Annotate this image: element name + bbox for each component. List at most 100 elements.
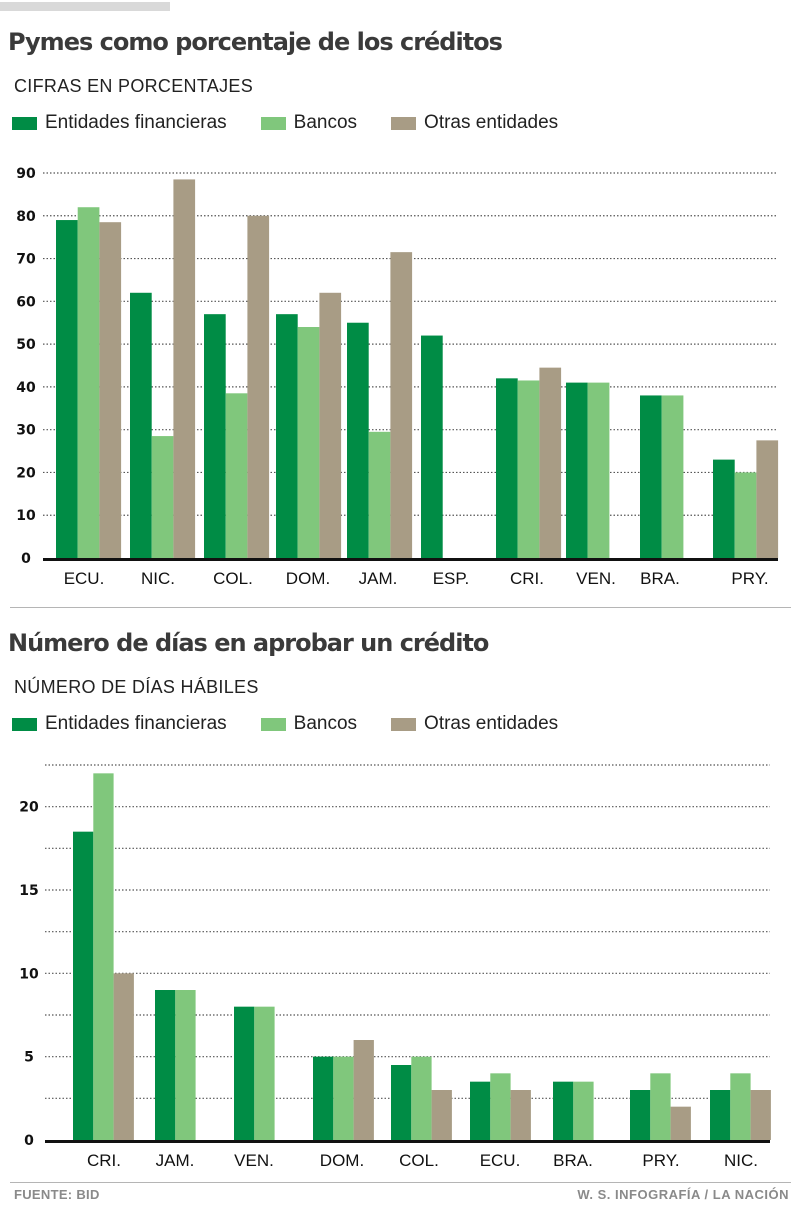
legend-item-entidades: Entidades financieras: [12, 112, 227, 134]
bar-bancos-dom: [297, 327, 320, 558]
bar-otras-cri: [539, 367, 562, 558]
bar-bancos-nic: [151, 436, 174, 558]
chart1-subtitle: CIFRAS EN PORCENTAJES: [14, 76, 253, 96]
bar-bancos-ecu: [77, 207, 100, 558]
x-tick-label: NIC.: [141, 569, 175, 588]
legend-item-entidades: Entidades financieras: [12, 713, 227, 735]
bar-bancos-jam: [175, 990, 196, 1140]
y-tick-label: 20: [19, 800, 39, 816]
bar-bancos-cri: [93, 773, 114, 1140]
chart2-subtitle: NÚMERO DE DÍAS HÁBILES: [14, 677, 259, 697]
legend-label: Bancos: [293, 112, 358, 133]
y-tick-label: 50: [16, 337, 36, 353]
x-tick-label: ECU.: [480, 1151, 521, 1170]
source-note: FUENTE: BID: [14, 1187, 100, 1202]
legend-item-otras: Otras entidades: [391, 713, 558, 735]
y-tick-label: 10: [19, 966, 39, 982]
x-tick-label: JAM.: [359, 569, 398, 588]
legend-item-bancos: Bancos: [260, 112, 358, 134]
bar-entidades-jam: [155, 990, 176, 1140]
chart2-legend: Entidades financieras Bancos Otras entid…: [12, 713, 592, 735]
legend-label: Bancos: [293, 713, 358, 734]
bar-bancos-col: [225, 393, 248, 558]
bar-entidades-ven: [566, 382, 588, 558]
legend-swatch-bancos: [260, 116, 286, 130]
bar-bancos-bra: [661, 395, 684, 558]
bar-bancos-dom: [333, 1056, 354, 1140]
legend-label: Entidades financieras: [45, 112, 227, 133]
x-tick-label: VEN.: [234, 1151, 274, 1170]
bar-otras-pry: [670, 1106, 691, 1140]
bar-bancos-pry: [650, 1073, 671, 1140]
bar-entidades-nic: [710, 1090, 731, 1140]
top-decorative-bar: [0, 2, 170, 11]
bar-otras-cri: [113, 973, 134, 1140]
chart1-legend: Entidades financieras Bancos Otras entid…: [12, 112, 592, 134]
x-tick-label: NIC.: [724, 1151, 758, 1170]
legend-label: Otras entidades: [424, 713, 559, 734]
bar-entidades-ecu: [470, 1081, 491, 1140]
section-divider: [10, 607, 791, 608]
x-tick-label: PRY.: [731, 569, 768, 588]
footer-divider: [10, 1182, 791, 1183]
bar-entidades-ven: [234, 1006, 255, 1140]
bar-entidades-jam: [347, 322, 369, 558]
y-tick-label: 10: [16, 508, 36, 524]
bar-entidades-cri: [73, 831, 94, 1140]
bar-bancos-bra: [573, 1081, 594, 1140]
legend-label: Entidades financieras: [45, 713, 227, 734]
bar-entidades-col: [204, 314, 226, 558]
x-tick-label: COL.: [399, 1151, 439, 1170]
bar-entidades-ecu: [56, 220, 78, 559]
bar-entidades-cri: [496, 378, 518, 558]
bar-entidades-nic: [130, 292, 152, 558]
bar-entidades-pry: [630, 1090, 651, 1140]
y-tick-label: 40: [16, 380, 36, 396]
bar-entidades-dom: [276, 314, 298, 558]
bar-entidades-col: [391, 1065, 412, 1140]
chart1-title: Pymes como porcentaje de los créditos: [8, 28, 503, 56]
bar-entidades-bra: [553, 1081, 574, 1140]
legend-swatch-otras: [391, 116, 417, 130]
bar-entidades-pry: [713, 459, 735, 558]
chart1-plot: 0 10 20 30 40 50 60 70 80 90 ECU. NIC. COL. DOM. JAM. E…: [16, 166, 779, 588]
bar-otras-ecu: [510, 1090, 531, 1140]
x-tick-label: DOM.: [320, 1151, 364, 1170]
bar-otras-col: [431, 1090, 452, 1140]
x-tick-label: CRI.: [510, 569, 544, 588]
bar-otras-col: [247, 215, 270, 558]
x-tick-label: VEN.: [576, 569, 616, 588]
legend-swatch-bancos: [260, 717, 286, 731]
x-tick-label: CRI.: [87, 1151, 121, 1170]
x-tick-label: PRY.: [642, 1151, 679, 1170]
x-tick-label: JAM.: [156, 1151, 195, 1170]
bar-bancos-col: [411, 1056, 432, 1140]
bar-otras-ecu: [99, 222, 122, 558]
y-tick-label: 20: [16, 465, 36, 481]
y-tick-label: 0: [21, 551, 31, 567]
bar-otras-nic: [750, 1090, 771, 1140]
x-tick-label: COL.: [213, 569, 253, 588]
y-tick-label: 5: [24, 1050, 34, 1066]
bar-entidades-dom: [313, 1056, 334, 1140]
credit-note: W. S. INFOGRAFÍA / LA NACIÓN: [577, 1187, 789, 1202]
y-tick-label: 0: [24, 1133, 34, 1149]
legend-swatch-entidades: [12, 116, 37, 130]
legend-item-otras: Otras entidades: [391, 112, 558, 134]
bar-bancos-jam: [368, 431, 391, 558]
bar-otras-jam: [390, 252, 413, 558]
bar-bancos-cri: [517, 380, 540, 558]
legend-swatch-otras: [391, 717, 417, 731]
legend-label: Otras entidades: [424, 112, 559, 133]
y-tick-label: 30: [16, 423, 36, 439]
y-tick-label: 70: [16, 252, 36, 268]
y-tick-label: 15: [19, 883, 38, 899]
bar-bancos-pry: [734, 472, 757, 558]
x-tick-label: DOM.: [286, 569, 330, 588]
y-tick-label: 60: [16, 294, 36, 310]
bar-otras-pry: [756, 440, 779, 558]
bar-otras-nic: [173, 179, 196, 558]
bar-bancos-ven: [587, 382, 610, 558]
legend-swatch-entidades: [12, 717, 37, 731]
